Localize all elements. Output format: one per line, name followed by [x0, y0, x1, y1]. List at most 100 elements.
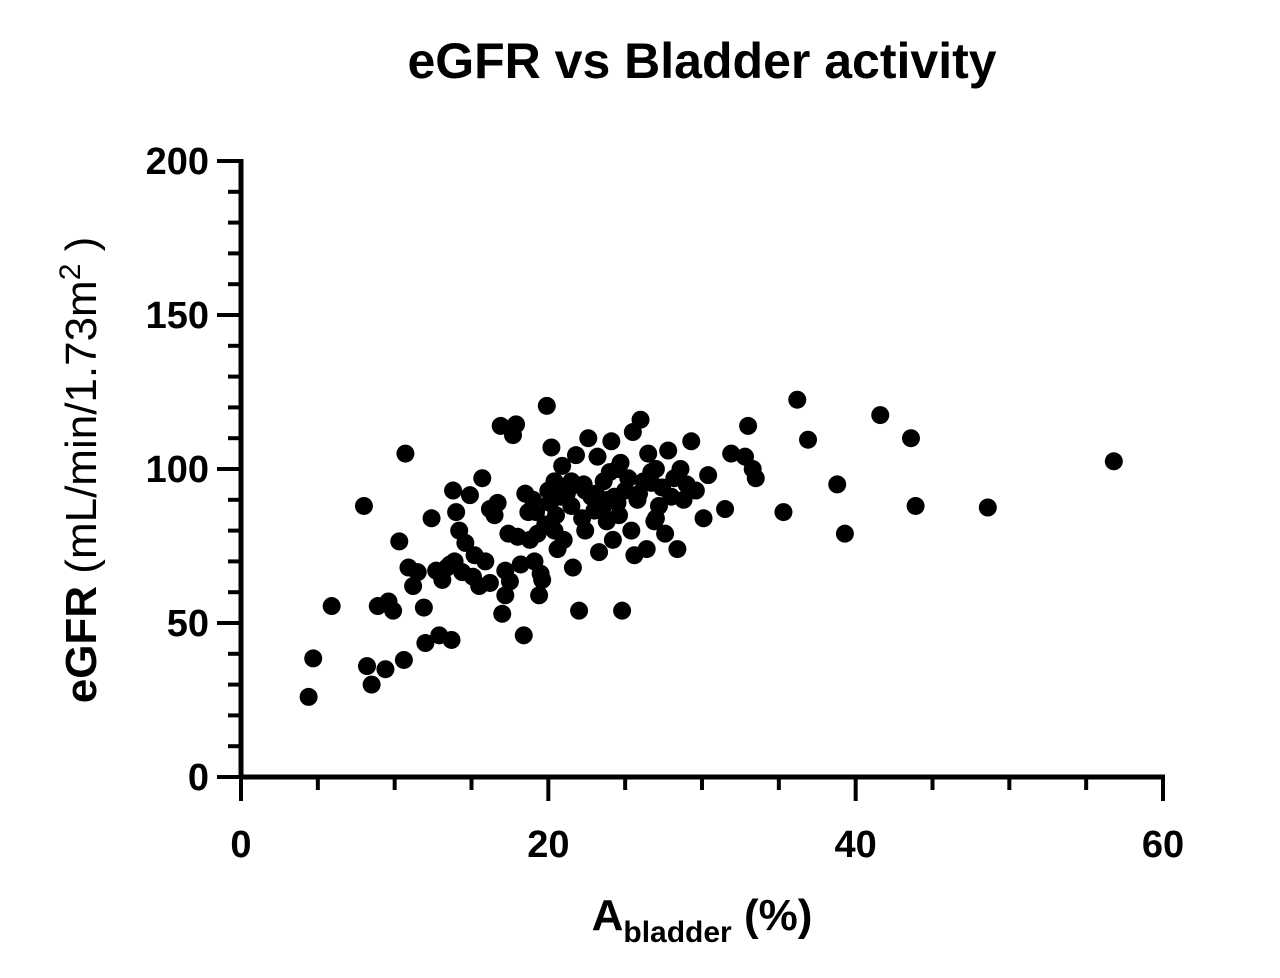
- data-point: [637, 540, 656, 559]
- data-point: [631, 410, 650, 429]
- data-point: [588, 447, 607, 466]
- data-point: [642, 473, 661, 492]
- data-point: [416, 634, 435, 653]
- data-point: [545, 521, 564, 540]
- data-point: [533, 570, 552, 589]
- data-point: [746, 469, 765, 488]
- data-point: [527, 503, 546, 522]
- data-point: [978, 498, 997, 517]
- y-tick-label: 100: [146, 449, 209, 491]
- data-point: [622, 521, 641, 540]
- data-point: [671, 460, 690, 478]
- data-point: [835, 524, 854, 543]
- data-point: [788, 390, 807, 409]
- data-point: [491, 416, 510, 435]
- x-tick-label: 20: [527, 824, 569, 866]
- data-point: [553, 456, 572, 475]
- x-axis-title: Abladder (%): [592, 891, 813, 949]
- data-point: [545, 472, 564, 491]
- data-point: [603, 530, 622, 549]
- data-point: [739, 416, 758, 435]
- data-point: [460, 486, 479, 505]
- y-axis-title: eGFR (mL/min/1.73m2 ): [54, 237, 106, 704]
- data-point: [576, 521, 595, 540]
- x-axis-title-subscript: bladder: [623, 916, 732, 949]
- x-axis-title-rest: (%): [732, 891, 813, 940]
- data-point: [579, 429, 598, 448]
- data-point: [390, 532, 409, 551]
- data-point: [608, 460, 627, 478]
- data-point: [694, 509, 713, 528]
- chart-title: eGFR vs Bladder activity: [407, 33, 996, 89]
- data-point: [646, 460, 665, 478]
- y-tick-label: 200: [146, 141, 209, 183]
- data-point: [629, 484, 648, 503]
- data-point: [414, 598, 433, 617]
- data-point: [384, 601, 403, 620]
- data-point: [511, 555, 530, 574]
- data-point: [404, 577, 423, 596]
- data-point: [362, 675, 381, 694]
- data-point: [901, 429, 920, 448]
- data-point: [562, 472, 581, 491]
- data-point: [456, 533, 475, 552]
- data-point: [602, 432, 621, 451]
- data-point: [322, 597, 341, 616]
- data-point: [396, 444, 415, 463]
- data-point: [656, 524, 675, 543]
- data-point: [871, 406, 890, 425]
- data-point: [376, 660, 395, 679]
- data-point: [493, 604, 512, 623]
- data-point: [774, 503, 793, 522]
- data-point: [668, 540, 687, 559]
- data-point: [659, 441, 678, 460]
- data-point: [686, 481, 705, 500]
- data-point: [358, 657, 377, 676]
- data-point: [722, 444, 741, 463]
- data-point: [530, 586, 549, 605]
- data-point: [682, 432, 701, 451]
- data-point: [444, 481, 463, 500]
- y-axis-title-units: (mL/min/1.73m: [57, 280, 106, 586]
- y-axis-title-tail: ): [57, 237, 106, 264]
- x-axis: 0 20 40 60: [230, 774, 1184, 866]
- data-point: [442, 630, 461, 649]
- data-point: [563, 558, 582, 577]
- data-point: [716, 500, 735, 519]
- data-point: [394, 650, 413, 669]
- data-point: [906, 496, 925, 515]
- data-point: [537, 396, 556, 415]
- data-point: [799, 430, 818, 449]
- y-axis-title-bold: eGFR: [57, 586, 106, 703]
- data-point: [570, 601, 589, 620]
- data-point: [542, 438, 561, 457]
- data-point: [514, 626, 533, 645]
- y-tick-label: 150: [146, 295, 209, 337]
- data-point: [639, 444, 658, 463]
- data-point: [299, 687, 318, 706]
- data-point: [1104, 452, 1123, 471]
- data-point: [590, 543, 609, 562]
- x-axis-title-main: A: [592, 891, 624, 940]
- y-tick-label: 50: [167, 603, 209, 645]
- data-points: [299, 390, 1123, 706]
- data-point: [408, 563, 427, 582]
- data-point: [828, 475, 847, 494]
- data-point: [566, 446, 585, 465]
- data-point: [476, 552, 495, 571]
- x-tick-label: 0: [230, 824, 251, 866]
- data-point: [480, 500, 499, 519]
- data-point: [646, 509, 665, 528]
- data-point: [440, 555, 459, 574]
- data-point: [610, 506, 629, 525]
- data-point: [674, 490, 693, 509]
- data-point: [480, 573, 499, 592]
- data-point: [354, 496, 373, 515]
- data-point: [500, 572, 519, 591]
- data-point: [304, 649, 323, 668]
- data-point: [422, 509, 441, 528]
- data-point: [576, 481, 595, 500]
- y-axis-title-superscript: 2: [54, 264, 87, 281]
- data-point: [547, 506, 566, 525]
